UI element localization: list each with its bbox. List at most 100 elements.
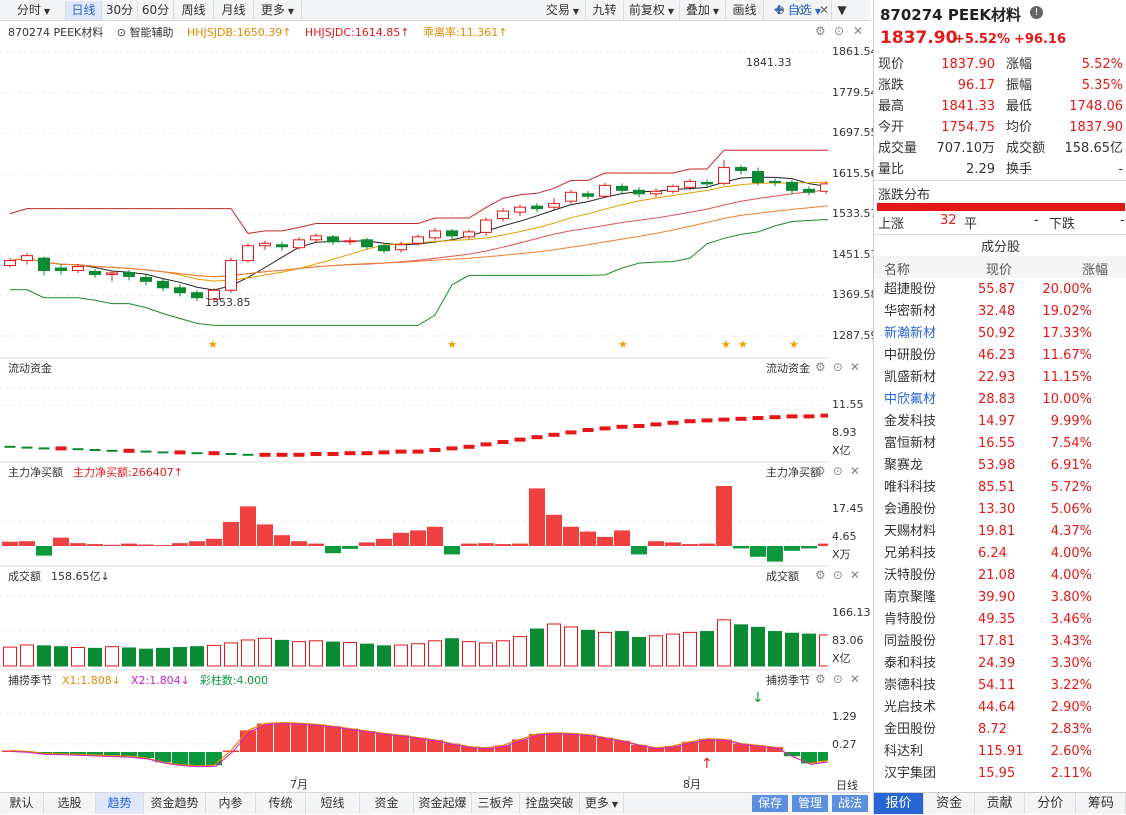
- panel-tools-3[interactable]: ⚙ ⊙ ✕: [815, 672, 867, 686]
- restore-icon[interactable]: ⊙: [834, 24, 845, 38]
- net-buy-bar: [546, 514, 562, 546]
- toolbar-tab-6[interactable]: 更多 ▼: [254, 1, 302, 20]
- liquidity-bar: [106, 449, 118, 452]
- indicator-tab-10[interactable]: 拴盘突破: [520, 793, 580, 814]
- indicator-tab-2[interactable]: 趋势: [96, 793, 144, 814]
- quote-tab-3[interactable]: 分价: [1026, 793, 1076, 814]
- liquidity-bar: [361, 451, 373, 456]
- toolbar-tab-3[interactable]: 60分: [138, 1, 174, 20]
- cons-row[interactable]: 华密新材 32.48 19.02%: [884, 304, 1092, 319]
- net-buy-bar: [478, 543, 494, 546]
- gear-icon[interactable]: ⚙: [815, 24, 826, 38]
- quote-tab-0[interactable]: 报价: [874, 793, 924, 814]
- indicator-tab-5[interactable]: 传统: [256, 793, 306, 814]
- toolbar-action-4[interactable]: 画线: [726, 1, 764, 20]
- chart-area[interactable]: 1841.33 1353.85 ★ ★ ★ ★ ★ ★ ↑ ↓ 7月 8月: [0, 40, 828, 792]
- candle: [412, 234, 424, 246]
- info-icon[interactable]: !: [1030, 6, 1043, 19]
- restore-icon[interactable]: ⊙: [796, 3, 808, 17]
- indicator-tab-7[interactable]: 资金: [360, 793, 414, 814]
- panel-tools-1[interactable]: ⚙ ⊙ ✕: [815, 464, 867, 478]
- toolbar-tab-1[interactable]: 日线: [66, 1, 102, 20]
- toolbar-tab-0[interactable]: 分时 ▼: [2, 1, 66, 20]
- cons-row[interactable]: 超捷股份 55.87 20.00%: [884, 282, 1092, 297]
- net-buy-bar: [784, 546, 800, 551]
- quote-tab-2[interactable]: 贡献: [975, 793, 1026, 814]
- cons-row[interactable]: 科达利 115.91 2.60%: [884, 744, 1092, 759]
- season-bar: [410, 737, 426, 752]
- cons-row[interactable]: 中欣氟材 28.83 10.00%: [884, 392, 1092, 407]
- net-buy-bar: [376, 538, 392, 546]
- close-icon[interactable]: ✕: [853, 24, 864, 38]
- cons-row[interactable]: 会通股份 13.30 5.06%: [884, 502, 1092, 517]
- cons-row[interactable]: 崇德科技 54.11 3.22%: [884, 678, 1092, 693]
- bottom-button-2[interactable]: 战法: [832, 795, 868, 812]
- cons-row[interactable]: 天赐材料 19.81 4.37%: [884, 524, 1092, 539]
- candle: [242, 243, 254, 263]
- cons-row[interactable]: 沃特股份 21.08 4.00%: [884, 568, 1092, 583]
- candle: [310, 233, 322, 243]
- cons-row[interactable]: 中研股份 46.23 11.67%: [884, 348, 1092, 363]
- liquidity-bar: [310, 452, 322, 456]
- panel-tools-2[interactable]: ⚙ ⊙ ✕: [815, 568, 867, 582]
- cons-row[interactable]: 泰和科技 24.39 3.30%: [884, 656, 1092, 671]
- cons-row[interactable]: 兄弟科技 6.24 4.00%: [884, 546, 1092, 561]
- assist-toggle[interactable]: ⊙ 智能辅助: [116, 26, 174, 39]
- indicator-tab-0[interactable]: 默认: [0, 793, 44, 814]
- close-icon[interactable]: ✕: [818, 3, 830, 17]
- toolbar-action-1[interactable]: 九转: [586, 1, 624, 20]
- cons-row[interactable]: 凯盛新材 22.93 11.15%: [884, 370, 1092, 385]
- liquidity-bar: [55, 446, 67, 451]
- cons-row[interactable]: 南京聚隆 39.90 3.80%: [884, 590, 1092, 605]
- toolbar-action-3[interactable]: 叠加 ▼: [680, 1, 726, 20]
- cons-row[interactable]: 金发科技 14.97 9.99%: [884, 414, 1092, 429]
- cons-row[interactable]: 聚赛龙 53.98 6.91%: [884, 458, 1092, 473]
- indicator-tab-6[interactable]: 短线: [306, 793, 360, 814]
- indicator-tab-9[interactable]: 三板斧: [472, 793, 520, 814]
- cons-row[interactable]: 金田股份 8.72 2.83%: [884, 722, 1092, 737]
- chevron-down-icon: ▼: [712, 7, 720, 16]
- cons-row[interactable]: 同益股份 17.81 3.43%: [884, 634, 1092, 649]
- indicator-tab-4[interactable]: 内参: [206, 793, 256, 814]
- liquidity-bar: [633, 424, 645, 428]
- net-buy-bar: [750, 546, 766, 557]
- cons-row[interactable]: 肯特股份 49.35 3.46%: [884, 612, 1092, 627]
- candle: [667, 184, 679, 194]
- collapse-button[interactable]: ▼: [837, 3, 847, 17]
- liquidity-bar: [684, 419, 696, 424]
- indicator-tab-11[interactable]: 更多 ▼: [580, 793, 624, 814]
- quote-tab-1[interactable]: 资金: [925, 793, 975, 814]
- cons-title: 成分股: [980, 240, 1020, 255]
- turnover-bar: [224, 642, 238, 667]
- indicator-tab-8[interactable]: 资金起爆: [414, 793, 472, 814]
- toolbar-action-0[interactable]: 交易 ▼: [540, 1, 586, 20]
- bottom-button-0[interactable]: 保存: [752, 795, 788, 812]
- liquidity-bar: [463, 444, 475, 449]
- dist-title: 涨跌分布: [878, 188, 931, 203]
- quote-tab-4[interactable]: 筹码: [1076, 793, 1126, 814]
- cons-row[interactable]: 富恒新材 16.55 7.54%: [884, 436, 1092, 451]
- net-buy-bar: [393, 532, 409, 546]
- season-bar: [36, 752, 52, 754]
- cons-row[interactable]: 光启技术 44.64 2.90%: [884, 700, 1092, 715]
- candle: [21, 253, 33, 265]
- candle: [803, 186, 815, 196]
- indicator-tab-3[interactable]: 资金趋势: [144, 793, 206, 814]
- cons-row[interactable]: 唯科科技 85.51 5.72%: [884, 480, 1092, 495]
- restore-icon: ⊙: [832, 672, 843, 686]
- toolbar-tab-5[interactable]: 月线: [214, 1, 254, 20]
- toolbar-action-5[interactable]: ✚ 自选 ▼: [764, 1, 832, 20]
- toolbar-tab-2[interactable]: 30分: [102, 1, 138, 20]
- candle: [174, 284, 186, 297]
- bottom-button-1[interactable]: 管理: [792, 795, 828, 812]
- turnover-bar: [547, 623, 561, 667]
- panel-header-0: 流动资金: [8, 362, 52, 375]
- toolbar-tab-4[interactable]: 周线: [174, 1, 214, 20]
- cons-row[interactable]: 新瀚新材 50.92 17.33%: [884, 326, 1092, 341]
- panel-tools-0[interactable]: ⚙ ⊙ ✕: [815, 360, 867, 374]
- indicator-tab-1[interactable]: 选股: [44, 793, 96, 814]
- cons-row[interactable]: 汉宇集团 15.95 2.11%: [884, 766, 1092, 781]
- candle: [820, 181, 828, 194]
- toolbar-action-2[interactable]: 前复权 ▼: [624, 1, 680, 20]
- minimize-icon[interactable]: ⊖: [774, 3, 786, 17]
